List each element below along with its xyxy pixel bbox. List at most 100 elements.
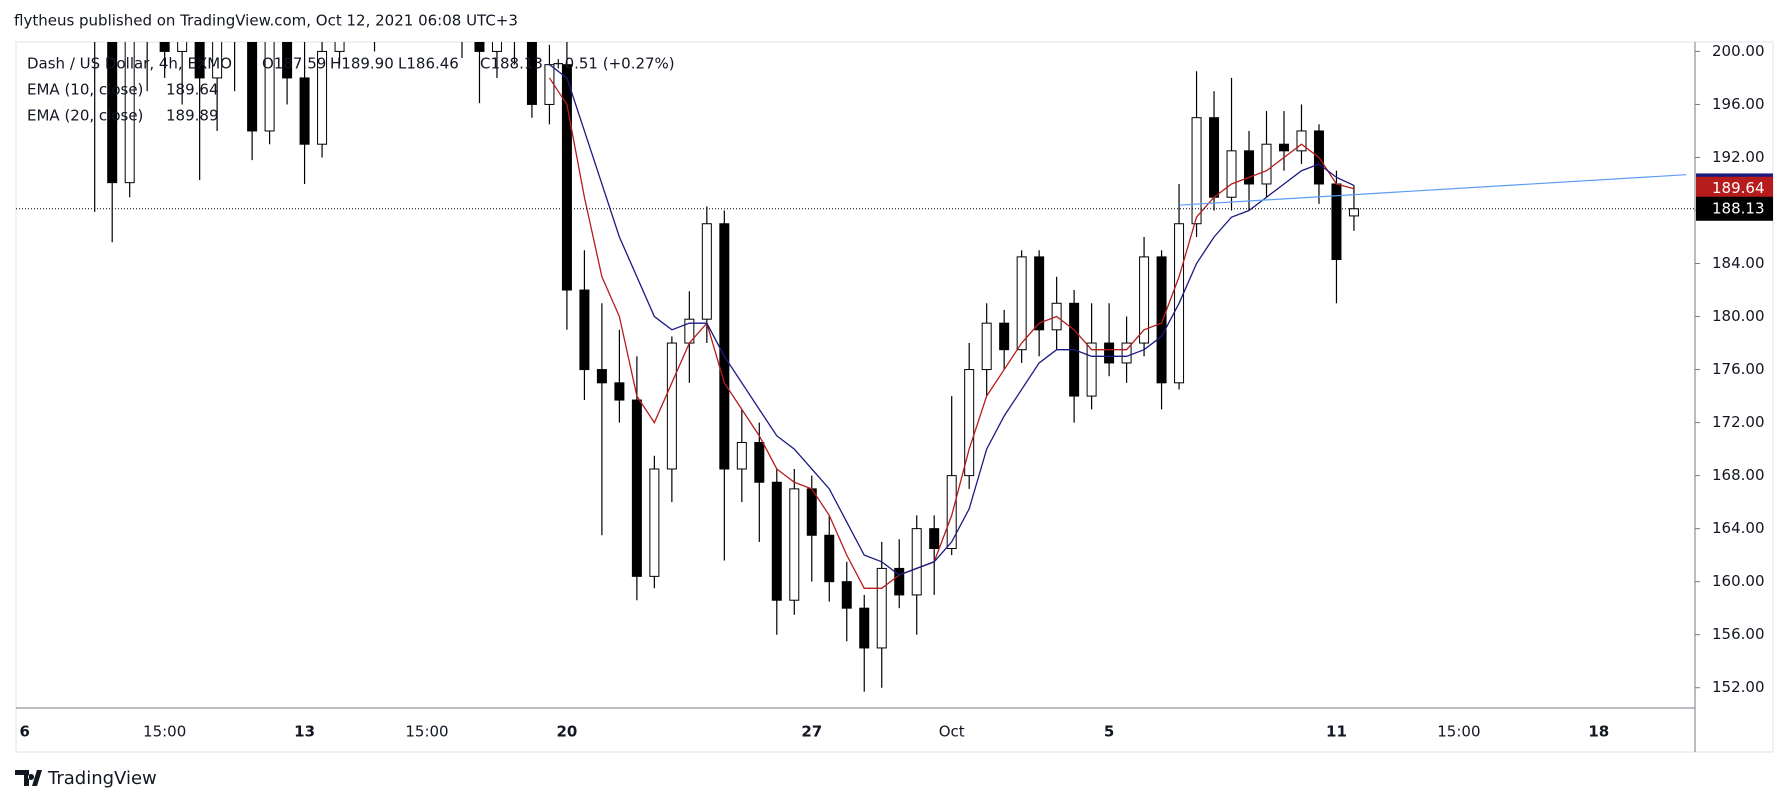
- x-tick-label: 20: [556, 723, 577, 741]
- candle-body: [736, 441, 747, 470]
- candle-body: [649, 468, 660, 577]
- candle-body: [579, 289, 590, 371]
- ohlc-high: H189.90: [330, 55, 394, 73]
- candle-body: [353, 0, 362, 12]
- candle-body: [666, 342, 677, 470]
- x-tick-label: 6: [20, 723, 30, 741]
- candle-body: [264, 42, 275, 132]
- candle-body: [999, 322, 1010, 351]
- candle-body: [1296, 130, 1307, 152]
- candle-body: [1261, 143, 1272, 185]
- candle-body: [1104, 342, 1115, 364]
- chart-frame: [15, 41, 1774, 753]
- candle-body: [526, 42, 537, 105]
- candle-body: [1191, 117, 1202, 225]
- candle-body: [1086, 342, 1097, 397]
- y-tick-label: 196.00: [1712, 95, 1765, 113]
- plot-area: [94, 0, 1687, 692]
- y-tick-label: 172.00: [1712, 413, 1765, 431]
- candle-body: [194, 42, 205, 79]
- candle-body: [701, 223, 712, 320]
- symbol: Dash / US Dollar, 4h, EXMO: [27, 55, 232, 73]
- price-tag: [1696, 176, 1773, 201]
- y-tick-label: 200.00: [1712, 42, 1765, 60]
- candle-body: [1226, 150, 1237, 198]
- candle-body: [981, 322, 992, 371]
- ohlc-low: L186.46: [398, 55, 459, 73]
- candle-body: [124, 42, 135, 184]
- candle-body: [1156, 256, 1167, 384]
- footer-logo: TradingView: [15, 768, 157, 789]
- x-tick-label: 5: [1104, 723, 1114, 741]
- price-tag: [1696, 196, 1773, 221]
- y-tick-label: 160.00: [1712, 572, 1765, 590]
- ema-legend: EMA (10, close): [27, 81, 143, 99]
- y-tick-label: 152.00: [1712, 678, 1765, 696]
- price-tag-label: 188.13: [1712, 199, 1765, 217]
- x-tick-label: 15:00: [143, 723, 186, 741]
- candle-body: [719, 223, 730, 470]
- price-tag-label: 189.64: [1712, 179, 1765, 197]
- candle-body: [177, 42, 188, 52]
- candle-body: [806, 488, 817, 536]
- ema-legend-value: 189.89: [166, 107, 219, 125]
- y-tick-label: 164.00: [1712, 519, 1765, 537]
- candle-body: [1034, 256, 1045, 331]
- candle-body: [491, 42, 502, 52]
- y-tick-label: 180.00: [1712, 307, 1765, 325]
- candle-body: [771, 481, 782, 601]
- candle-body: [107, 42, 118, 184]
- candle-body: [247, 42, 258, 132]
- change: +0.51 (+0.27%): [552, 55, 675, 73]
- candle-body: [1016, 256, 1027, 351]
- footer-brand: TradingView: [47, 768, 157, 789]
- y-tick-label: 184.00: [1712, 254, 1765, 272]
- candle-body: [561, 64, 572, 291]
- candle-body: [876, 567, 887, 649]
- x-tick-label: 27: [801, 723, 822, 741]
- ema-line: [549, 64, 1355, 576]
- y-tick-label: 168.00: [1712, 466, 1765, 484]
- candle-body: [614, 382, 625, 401]
- candle-body: [754, 441, 765, 483]
- candle-body: [159, 42, 170, 52]
- ema-line: [548, 77, 1355, 589]
- ema-legend-value: 189.64: [166, 81, 219, 99]
- candle-body: [1348, 208, 1359, 217]
- candle-body: [824, 534, 835, 583]
- candle-body: [299, 77, 310, 145]
- x-tick-label: 11: [1326, 723, 1347, 741]
- header: flytheus published on TradingView.com, O…: [14, 12, 518, 30]
- ohlc-open: O187.59: [262, 55, 326, 73]
- candle-body: [596, 369, 607, 384]
- ema-legend: EMA (20, close): [27, 107, 143, 125]
- candle-body: [1209, 117, 1220, 198]
- candle-body: [929, 528, 940, 550]
- candle-body: [859, 607, 870, 649]
- candle-body: [789, 488, 800, 601]
- x-tick-label: Oct: [939, 723, 965, 741]
- candle-body: [1278, 143, 1289, 152]
- candle-body: [370, 0, 379, 12]
- trend-line: [1179, 174, 1687, 206]
- y-tick-label: 156.00: [1712, 625, 1765, 643]
- candle-body: [841, 581, 852, 609]
- x-tick-label: 13: [294, 723, 315, 741]
- candle-body: [212, 42, 223, 79]
- candle-body: [317, 50, 328, 145]
- y-tick-label: 192.00: [1712, 148, 1765, 166]
- candle-body: [631, 399, 642, 577]
- y-tick-label: 176.00: [1712, 360, 1765, 378]
- candle-body: [1121, 342, 1132, 364]
- x-tick-label: 15:00: [405, 723, 448, 741]
- candle-body: [282, 42, 293, 79]
- candle-body: [1139, 256, 1150, 344]
- candle-body: [946, 475, 957, 550]
- ohlc-close: C188.13: [480, 55, 543, 73]
- candle-body: [964, 369, 975, 477]
- candle-body: [474, 42, 485, 52]
- x-tick-label: 15:00: [1437, 723, 1480, 741]
- candle-body: [894, 567, 905, 596]
